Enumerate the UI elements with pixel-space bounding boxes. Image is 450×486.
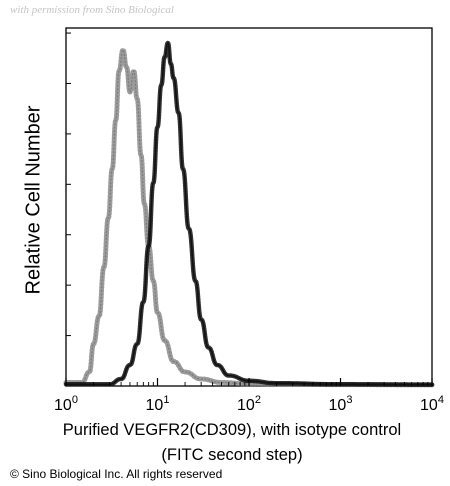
- x-tick-label-0: 100: [54, 394, 78, 414]
- plot-frame: [65, 27, 433, 387]
- watermark: with permission from Sino Biological: [10, 4, 174, 16]
- series-isotype-control: [65, 49, 433, 386]
- series-VEGFR2: [65, 42, 433, 386]
- x-tick-label-2: 102: [237, 394, 261, 414]
- series-VEGFR2-band: [63, 40, 435, 387]
- x-tick-label-4: 104: [420, 394, 444, 414]
- x-tick-label-3: 103: [329, 394, 353, 414]
- copyright-notice: © Sino Biological Inc. All rights reserv…: [10, 467, 223, 481]
- x-axis-label-line-2: (FITC second step): [161, 446, 303, 464]
- x-tick-label-1: 101: [146, 394, 170, 414]
- series-isotype-control-band: [63, 47, 435, 388]
- x-axis-label-line-1: Purified VEGFR2(CD309), with isotype con…: [62, 421, 402, 439]
